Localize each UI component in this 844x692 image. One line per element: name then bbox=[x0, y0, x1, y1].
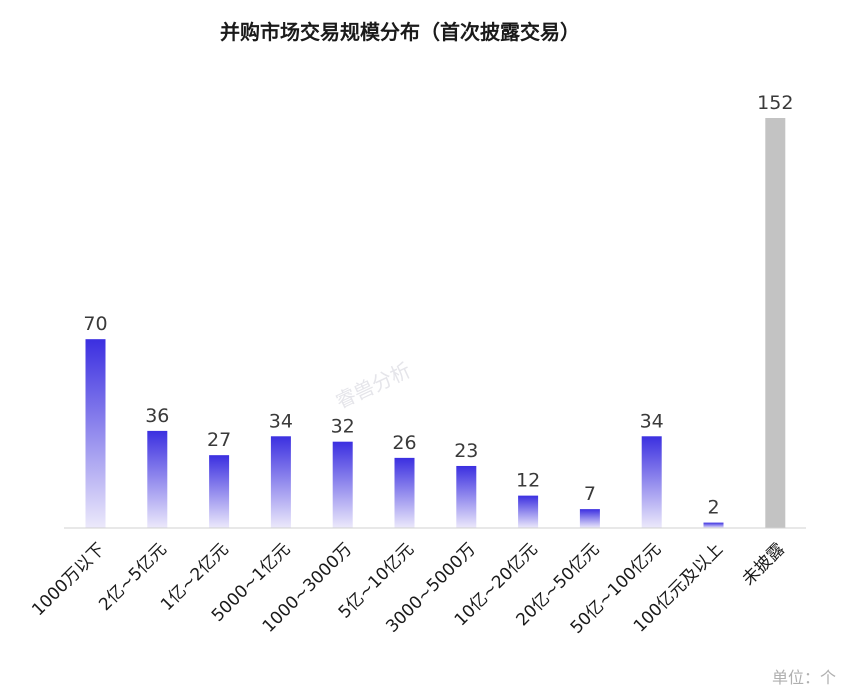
data-label: 34 bbox=[269, 410, 293, 432]
bar bbox=[456, 465, 477, 528]
bar bbox=[518, 495, 539, 528]
data-label: 2 bbox=[707, 497, 719, 519]
data-label: 36 bbox=[145, 405, 169, 427]
data-label: 152 bbox=[757, 92, 793, 114]
unit-note: 单位：个 bbox=[771, 668, 836, 687]
bar bbox=[209, 455, 230, 528]
bar bbox=[765, 118, 786, 528]
data-label: 26 bbox=[392, 432, 416, 454]
chart-title: 并购市场交易规模分布（首次披露交易） bbox=[220, 20, 580, 44]
data-label: 32 bbox=[331, 416, 355, 438]
category-label: 1000万以下 bbox=[28, 539, 109, 620]
data-label: 7 bbox=[584, 483, 596, 505]
bars-layer: 701000万以下362亿~5亿元271亿~2亿元345000~1亿元32100… bbox=[28, 92, 793, 638]
category-label: 未披露 bbox=[739, 539, 789, 589]
bar bbox=[641, 436, 662, 528]
bar bbox=[703, 522, 724, 528]
data-label: 27 bbox=[207, 429, 231, 451]
bar bbox=[332, 441, 353, 528]
data-label: 23 bbox=[454, 440, 478, 462]
bar bbox=[270, 436, 291, 528]
bar bbox=[85, 339, 106, 528]
bar bbox=[394, 457, 415, 528]
bar bbox=[579, 509, 600, 528]
data-label: 70 bbox=[83, 313, 107, 335]
data-label: 12 bbox=[516, 470, 540, 492]
bar bbox=[147, 430, 168, 528]
data-label: 34 bbox=[640, 410, 664, 432]
